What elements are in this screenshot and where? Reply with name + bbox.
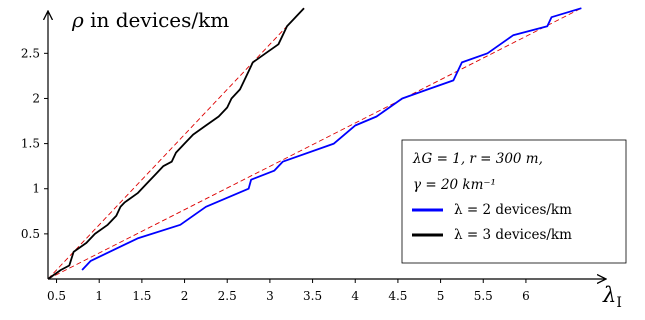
x-tick-label: 2 — [181, 289, 189, 303]
x-tick-label: 3.5 — [303, 289, 322, 303]
reference-line-3 — [47, 7, 582, 280]
x-axis-title: λI — [602, 283, 622, 311]
x-tick-label: 1 — [95, 289, 103, 303]
y-tick-label: 0.5 — [21, 227, 40, 241]
y-tick-label: 2.5 — [21, 46, 40, 60]
legend-params-line-2: γ = 20 km⁻¹ — [413, 177, 496, 193]
y-tick-label: 1.5 — [21, 137, 40, 151]
y-tick-label: 2 — [32, 91, 40, 105]
x-tick-label: 6 — [522, 289, 530, 303]
x-tick-label: 4.5 — [388, 289, 407, 303]
legend-label-lambda-2: λ = 2 devices/km — [454, 202, 572, 218]
legend-box — [401, 139, 627, 264]
series-layer — [47, 7, 582, 280]
legend-params-line-1: λG = 1, r = 300 m, — [412, 151, 543, 167]
legend-label-lambda-3: λ = 3 devices/km — [454, 227, 572, 243]
x-tick-label: 2.5 — [218, 289, 237, 303]
series-line-1 — [47, 7, 305, 280]
series-line-0 — [81, 7, 582, 271]
x-tick-label: 5.5 — [474, 289, 493, 303]
x-tick-label: 3 — [266, 289, 274, 303]
x-ticks: 0.5 1 1.5 2 2.5 3 3.5 4 4.5 5 5.5 6 — [47, 279, 530, 303]
x-tick-label: 4 — [351, 289, 359, 303]
y-ticks: 0.5 1 1.5 2 2.5 — [21, 46, 48, 241]
legend: λG = 1, r = 300 m, γ = 20 km⁻¹ λ = 2 dev… — [401, 139, 627, 264]
axes — [48, 12, 605, 279]
x-tick-label: 5 — [437, 289, 445, 303]
x-tick-label: 0.5 — [47, 289, 66, 303]
x-tick-label: 1.5 — [132, 289, 151, 303]
reference-line-2 — [47, 7, 305, 280]
y-axis-title: ρ in devices/km — [71, 8, 229, 32]
y-tick-label: 1 — [32, 182, 40, 196]
